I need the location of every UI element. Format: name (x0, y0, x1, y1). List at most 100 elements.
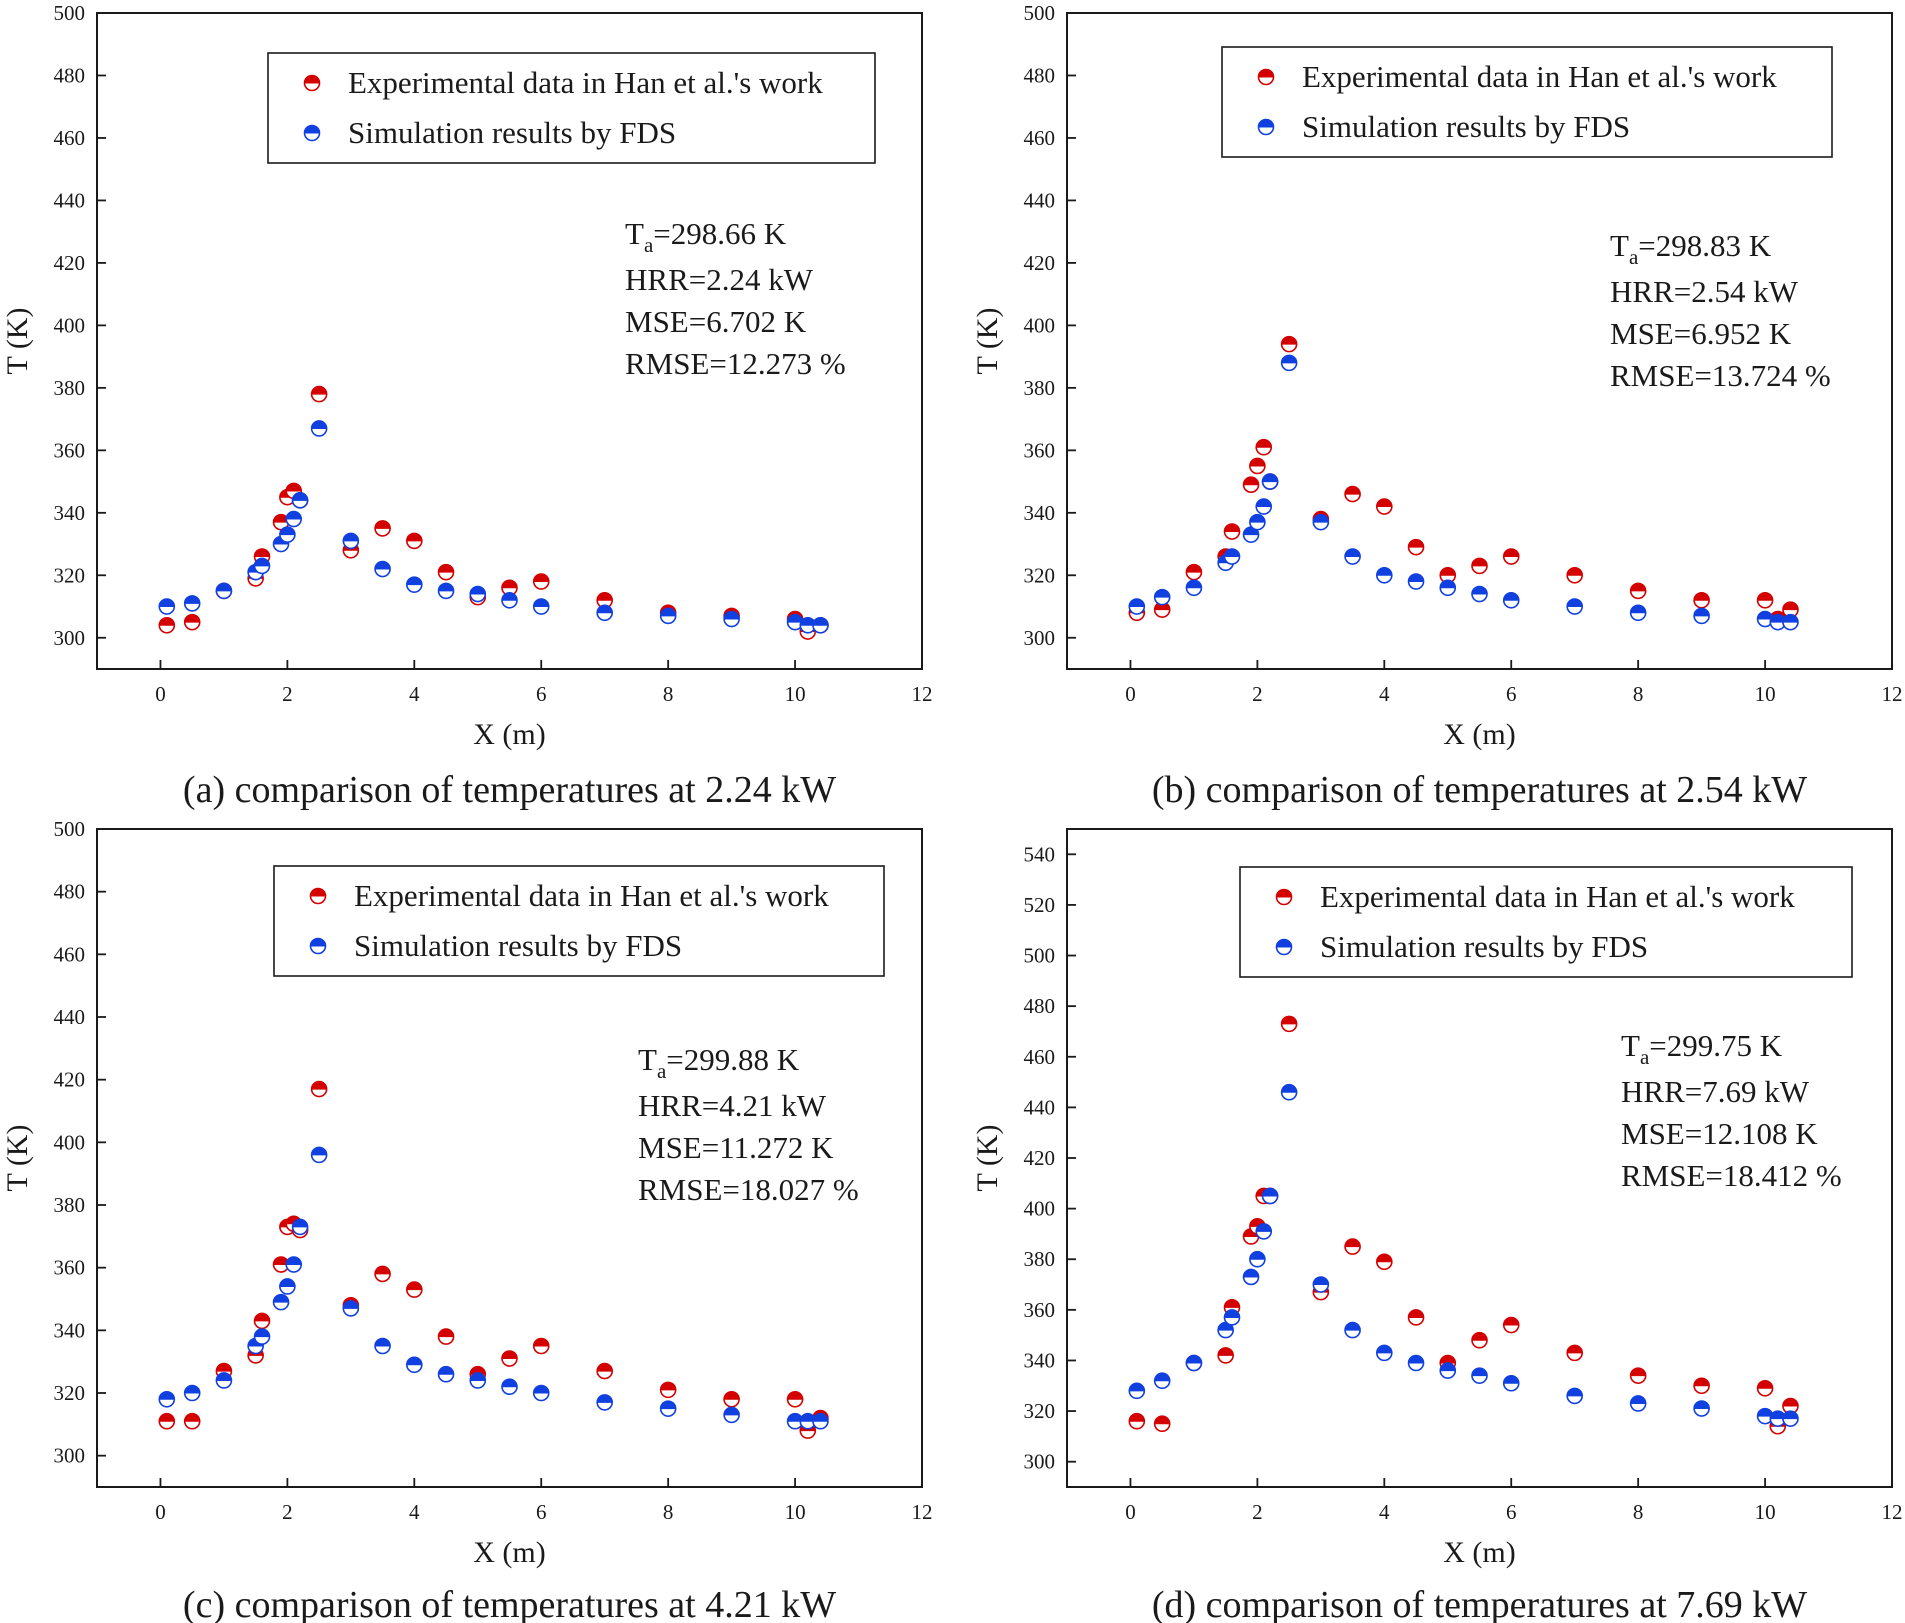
data-point (799, 616, 817, 634)
chart-panel-c: 300 320 340 360 380 400 420 440 460 480 500 0 2 4 6 8 10… (1, 817, 933, 1623)
legend-marker-experimental (1257, 68, 1275, 86)
data-point (1223, 1309, 1241, 1326)
plot-frame (96, 828, 923, 1488)
y-tick-label: 460 (1024, 126, 1056, 150)
y-tick-label: 420 (1024, 251, 1056, 275)
x-tick-label: 4 (1379, 1500, 1390, 1524)
y-tick-label: 400 (1024, 1197, 1056, 1221)
annotation-rmse: RMSE=18.027 % (638, 1172, 859, 1207)
y-tick-label: 380 (1024, 376, 1056, 400)
data-point (1407, 573, 1425, 590)
data-point (1261, 473, 1279, 490)
y-tick-label: 300 (1024, 1450, 1056, 1474)
y-tick-label: 340 (1024, 501, 1056, 525)
y-tick-label: 320 (54, 563, 86, 587)
data-point (501, 591, 518, 609)
y-axis-label: T (K) (1, 1125, 34, 1192)
data-point (469, 585, 487, 603)
data-point (596, 604, 613, 622)
data-point (342, 532, 360, 550)
data-point (1185, 563, 1203, 581)
data-point (501, 1378, 518, 1396)
data-point (596, 1362, 613, 1380)
data-point (310, 1146, 328, 1164)
data-point (1376, 498, 1393, 515)
data-point (1312, 513, 1330, 531)
legend-label: Experimental data in Han et al.'s work (1320, 879, 1795, 914)
panel-caption: (c) comparison of temperatures at 4.21 k… (183, 1584, 836, 1623)
data-point (1629, 1367, 1647, 1384)
data-point (1407, 1309, 1425, 1326)
data-point (1502, 1316, 1520, 1334)
legend: Experimental data in Han et al.'s work Si… (267, 52, 876, 164)
stats-annotation: Ta=298.66 K HRR=2.24 kW MSE=6.702 K RMSE=12… (625, 216, 846, 381)
chart-panel-b: 300 320 340 360 380 400 420 440 460 480 500 0 2 4 6 8 10… (971, 1, 1903, 811)
x-tick-label: 12 (1882, 1500, 1903, 1524)
x-tick-label: 12 (1882, 682, 1903, 706)
data-point (1471, 585, 1488, 603)
data-point (437, 563, 455, 581)
data-point (723, 1406, 740, 1424)
x-axis-label: X (m) (1443, 718, 1515, 751)
stats-annotation: Ta=298.83 K HRR=2.54 kW MSE=6.952 K RMSE=13… (1610, 228, 1831, 393)
y-tick-label: 360 (54, 1256, 86, 1280)
data-point (272, 1293, 290, 1311)
y-tick-label: 500 (1024, 1, 1056, 25)
x-tick-label: 8 (663, 1500, 674, 1524)
data-point (1769, 613, 1787, 631)
data-point (1242, 1268, 1260, 1286)
data-point (1344, 548, 1361, 565)
data-point (310, 385, 328, 403)
data-point (406, 1281, 423, 1298)
data-point (1255, 1223, 1273, 1240)
legend-label: Simulation results by FDS (1302, 109, 1630, 144)
y-tick-label: 480 (54, 880, 86, 904)
x-tick-label: 8 (1633, 682, 1644, 706)
legend-marker-simulation (1257, 118, 1275, 136)
data-point (723, 610, 740, 628)
data-point (285, 510, 303, 528)
legend-marker-simulation (303, 124, 321, 142)
x-tick-label: 10 (785, 1500, 806, 1524)
data-point (183, 1384, 201, 1402)
y-tick-label: 480 (1024, 63, 1056, 87)
data-point (1407, 538, 1425, 556)
data-point (501, 1350, 518, 1367)
data-point (1566, 1344, 1583, 1362)
ambient-temperature: Ta=298.83 K (1610, 228, 1772, 269)
y-axis-label: T (K) (971, 1125, 1004, 1192)
data-point (596, 591, 613, 609)
data-point (723, 1390, 740, 1408)
data-point (1128, 1412, 1146, 1430)
data-point (1280, 335, 1298, 353)
y-tick-label: 460 (1024, 1045, 1056, 1069)
data-point (437, 582, 455, 600)
x-tick-label: 0 (1125, 682, 1136, 706)
data-point (1344, 485, 1361, 503)
ambient-temperature: Ta=299.88 K (638, 1042, 800, 1083)
data-point (215, 582, 233, 600)
legend: Experimental data in Han et al.'s work Si… (1221, 46, 1833, 158)
data-point (1693, 591, 1710, 609)
data-point (1153, 588, 1171, 606)
data-point (1376, 566, 1393, 584)
data-point (1249, 457, 1266, 475)
data-point (1128, 598, 1146, 615)
y-tick-label: 340 (1024, 1348, 1056, 1372)
series-simulation (1128, 1083, 1799, 1427)
series-experimental (158, 385, 829, 640)
y-tick-label: 440 (54, 1005, 86, 1029)
data-point (1756, 1380, 1774, 1397)
annotation-hrr: HRR=4.21 kW (638, 1088, 827, 1123)
x-axis-label: X (m) (1443, 1536, 1515, 1569)
y-tick-label: 400 (1024, 313, 1056, 337)
x-tick-label: 0 (155, 1500, 166, 1524)
data-point (1782, 613, 1799, 631)
series-experimental (1128, 335, 1799, 628)
data-point (1280, 1015, 1298, 1033)
data-point (1255, 438, 1273, 456)
y-tick-label: 520 (1024, 893, 1056, 917)
data-point (1185, 1354, 1203, 1372)
y-tick-label: 440 (54, 188, 86, 212)
x-tick-label: 10 (785, 682, 806, 706)
